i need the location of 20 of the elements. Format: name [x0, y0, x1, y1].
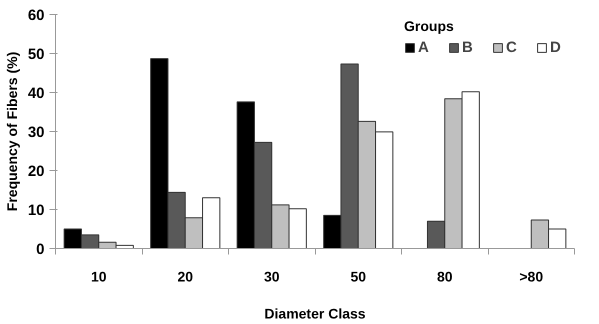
x-axis-title: Diameter Class [264, 306, 366, 322]
y-tick-label: 60 [28, 7, 45, 24]
y-tick-label: 10 [28, 202, 45, 219]
x-tick-label: 30 [264, 268, 280, 284]
legend-label: D [550, 39, 562, 56]
y-tick-label: 30 [28, 124, 45, 141]
x-tick-label: 80 [436, 268, 453, 284]
legend-label: A [418, 39, 430, 56]
legend-title: Groups [404, 18, 455, 34]
legend-label: B [462, 39, 474, 56]
y-tick-label: 50 [28, 46, 45, 63]
y-tick-label: 20 [28, 163, 45, 180]
x-tick-label: >80 [519, 268, 544, 284]
y-tick-label: 40 [28, 85, 45, 102]
x-tick-label: 10 [90, 268, 107, 284]
legend-label: C [506, 39, 518, 56]
x-tick-label: 20 [177, 268, 194, 284]
y-axis-title: Frequency of Fibers (%) [4, 52, 20, 212]
y-tick-label: 0 [36, 241, 44, 258]
x-tick-label: 50 [350, 268, 366, 284]
